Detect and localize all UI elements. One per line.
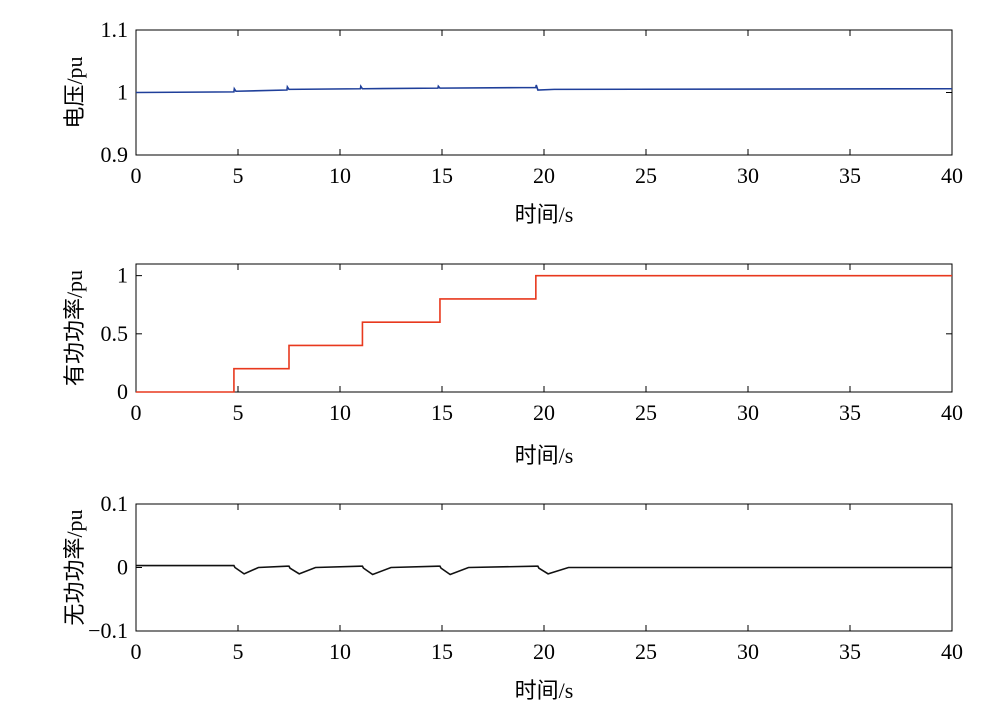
y-axis-label: 电压/pu — [62, 56, 87, 128]
x-tick-label: 20 — [533, 639, 555, 664]
x-axis-label: 时间/s — [515, 443, 574, 468]
x-tick-label: 10 — [329, 639, 351, 664]
x-tick-label: 35 — [839, 400, 861, 425]
x-tick-label: 0 — [131, 163, 142, 188]
x-tick-label: 0 — [131, 400, 142, 425]
plot-frame — [135, 29, 953, 156]
y-tick-label: 0 — [117, 379, 128, 404]
series-line-1 — [136, 564, 952, 576]
plot-frame — [135, 263, 953, 393]
x-tick-label: 10 — [329, 163, 351, 188]
x-tick-label: 10 — [329, 400, 351, 425]
x-axis-label: 时间/s — [515, 678, 574, 703]
y-tick-label: 0 — [117, 555, 128, 580]
x-tick-label: 30 — [737, 639, 759, 664]
x-tick-label: 35 — [839, 163, 861, 188]
x-tick-label: 40 — [941, 400, 963, 425]
x-tick-label: 25 — [635, 639, 657, 664]
x-axis-label: 时间/s — [515, 202, 574, 227]
y-axis-label: 无功功率/pu — [62, 509, 87, 625]
x-tick-label: 5 — [233, 639, 244, 664]
chart-panel-2: 0 5 10 15 20 25 30 35 40 0 0.5 1 时间/s 有功功率/pu — [62, 263, 963, 468]
x-tick-label: 20 — [533, 400, 555, 425]
y-tick-label: 1 — [117, 263, 128, 288]
x-tick-label: 15 — [431, 163, 453, 188]
chart-panel-1: 0 5 10 15 20 25 30 35 40 0.9 1 1.1 时间/s 电压/pu — [62, 17, 963, 227]
x-tick-label: 35 — [839, 639, 861, 664]
x-tick-label: 0 — [131, 639, 142, 664]
x-tick-label: 25 — [635, 163, 657, 188]
x-tick-label: 20 — [533, 163, 555, 188]
x-tick-label: 15 — [431, 400, 453, 425]
series-line-1 — [135, 84, 953, 94]
y-tick-label: 0.9 — [101, 142, 129, 167]
y-tick-label: 1 — [117, 80, 128, 105]
x-tick-label: 15 — [431, 639, 453, 664]
x-tick-label: 30 — [737, 163, 759, 188]
x-tick-label: 5 — [233, 400, 244, 425]
x-tick-label: 25 — [635, 400, 657, 425]
y-axis-label: 有功功率/pu — [62, 270, 87, 386]
y-tick-label: 0.1 — [101, 491, 129, 516]
x-tick-label: 40 — [941, 639, 963, 664]
series-line-1 — [136, 274, 952, 393]
y-tick-label: 0.5 — [101, 321, 129, 346]
y-tick-label: −0.1 — [88, 618, 128, 643]
x-tick-label: 5 — [233, 163, 244, 188]
y-tick-label: 1.1 — [101, 17, 129, 42]
x-tick-label: 30 — [737, 400, 759, 425]
x-tick-label: 40 — [941, 163, 963, 188]
